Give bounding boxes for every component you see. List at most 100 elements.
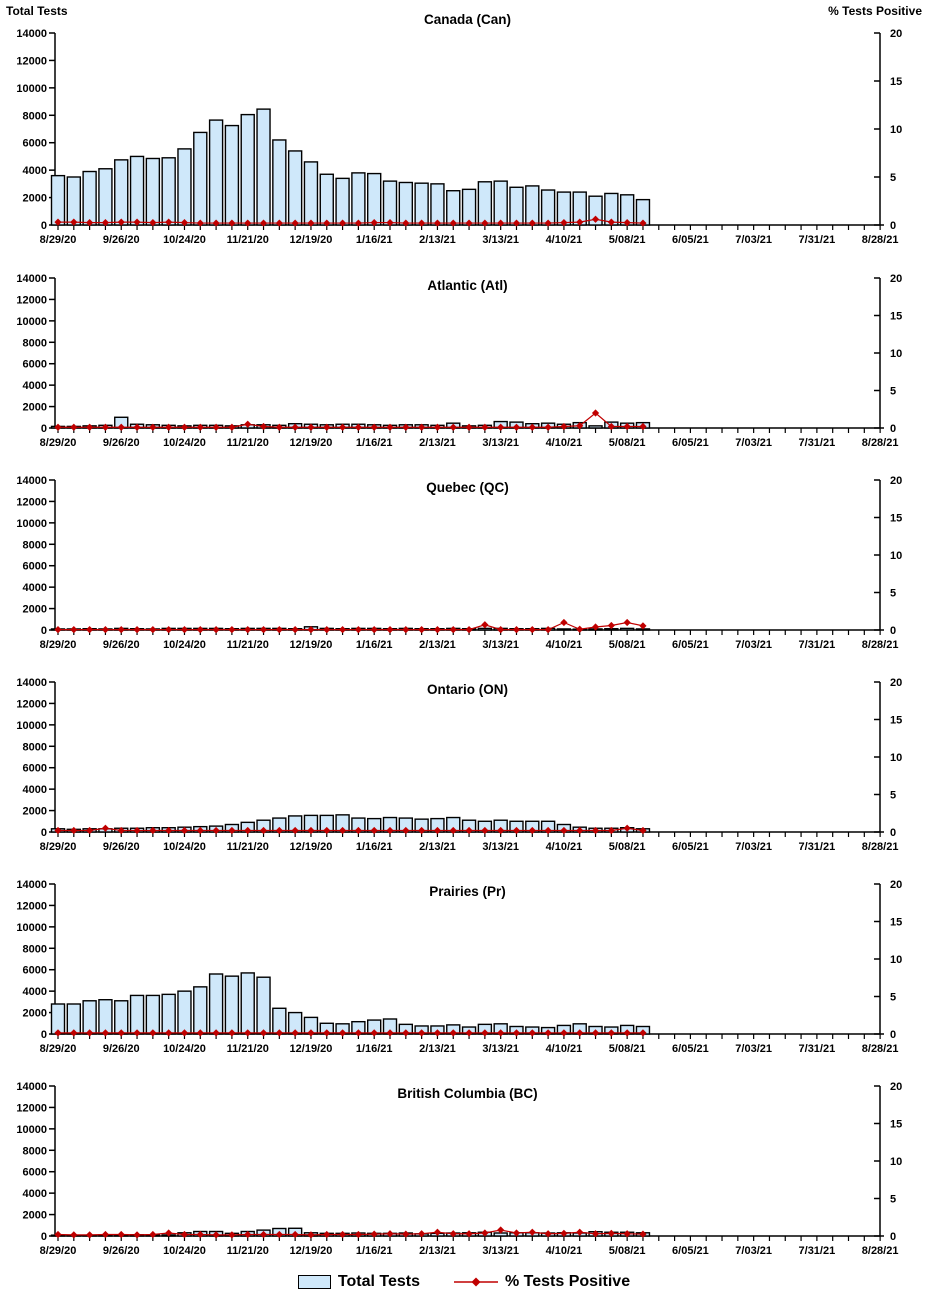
pct-marker <box>512 423 521 431</box>
pct-marker <box>196 826 204 835</box>
pct-marker <box>338 219 347 227</box>
bar <box>525 185 540 226</box>
bar <box>114 1000 129 1035</box>
pct-marker <box>497 626 505 634</box>
pct-marker <box>528 626 536 634</box>
x-tick-label: 7/31/21 <box>799 1043 836 1055</box>
pct-marker <box>101 423 110 431</box>
x-tick-label: 12/19/20 <box>290 639 333 651</box>
right-tick-label: 5 <box>890 386 896 398</box>
pct-marker <box>86 626 94 634</box>
x-tick-label: 8/29/20 <box>40 437 77 449</box>
right-tick-label: 15 <box>890 1119 902 1131</box>
pct-marker <box>259 826 268 835</box>
pct-marker <box>591 826 600 835</box>
pct-marker <box>544 826 552 835</box>
x-tick-label: 10/24/20 <box>163 639 206 651</box>
left-tick-label: 4000 <box>23 986 47 998</box>
left-tick-label: 14000 <box>16 28 47 40</box>
left-tick-label: 12000 <box>16 294 47 306</box>
x-tick-label: 6/05/21 <box>672 639 709 651</box>
pct-marker <box>133 1231 141 1239</box>
pct-marker <box>101 219 110 227</box>
pct-marker <box>576 826 584 835</box>
left-tick-label: 6000 <box>23 359 47 371</box>
left-tick-label: 10000 <box>16 83 47 95</box>
x-tick-label: 12/19/20 <box>290 841 333 853</box>
x-tick-label: 6/05/21 <box>672 1043 709 1055</box>
pct-marker <box>70 826 78 835</box>
right-tick-label: 20 <box>890 879 902 891</box>
left-tick-label: 2000 <box>23 1210 47 1222</box>
bar <box>287 150 303 226</box>
x-tick-label: 7/31/21 <box>799 234 836 246</box>
left-tick-label: 8000 <box>23 943 47 955</box>
x-tick-label: 11/21/20 <box>227 234 269 246</box>
pct-marker <box>623 824 631 832</box>
bar <box>367 172 382 226</box>
x-tick-label: 8/29/20 <box>40 234 77 246</box>
pct-marker <box>465 423 473 431</box>
x-tick-label: 2/13/21 <box>419 639 456 651</box>
x-tick-label: 1/16/21 <box>356 639 393 651</box>
pct-marker <box>117 423 125 431</box>
left-tick-label: 2000 <box>23 1008 47 1020</box>
line-pct-positive <box>54 618 647 634</box>
pct-marker <box>70 423 78 431</box>
pct-marker <box>133 423 141 431</box>
x-tick-label: 5/08/21 <box>609 437 646 449</box>
pct-marker <box>86 1231 94 1239</box>
left-tick-label: 4000 <box>23 380 47 392</box>
left-tick-label: 2000 <box>23 604 47 616</box>
pct-marker <box>117 826 125 835</box>
left-tick-label: 0 <box>41 423 47 435</box>
pct-marker <box>623 219 631 227</box>
right-tick-label: 0 <box>890 1231 896 1243</box>
pct-marker <box>101 626 110 634</box>
pct-marker <box>86 826 94 835</box>
bar <box>619 627 635 631</box>
bar <box>50 174 66 226</box>
pct-marker <box>623 618 631 627</box>
pct-marker <box>402 626 410 634</box>
chart-quebec: Quebec (QC) 0 2000 4000 6000 8000 10000 12000 14… <box>16 475 902 651</box>
pct-marker <box>607 218 615 226</box>
bar <box>208 119 224 226</box>
pct-marker <box>528 423 536 431</box>
chart-title: Atlantic (Atl) <box>427 278 507 293</box>
right-tick-label: 0 <box>890 423 896 435</box>
bar <box>272 139 287 226</box>
bar <box>98 168 113 226</box>
pct-marker <box>307 219 315 227</box>
pct-marker <box>449 626 457 634</box>
right-tick-label: 10 <box>890 550 902 562</box>
x-tick-label: 7/31/21 <box>799 1245 836 1257</box>
pct-marker <box>623 422 631 431</box>
x-tick-label: 3/13/21 <box>482 437 519 449</box>
pct-marker <box>418 626 426 634</box>
pct-marker <box>544 626 552 634</box>
x-tick-label: 12/19/20 <box>290 1043 333 1055</box>
pct-marker <box>323 423 331 431</box>
x-tick-label: 7/03/21 <box>735 1245 772 1257</box>
chart-title: Prairies (Pr) <box>429 884 506 899</box>
legend-bar-label: Total Tests <box>337 1272 420 1290</box>
pct-marker <box>323 826 331 835</box>
bar <box>177 148 192 226</box>
pct-marker <box>433 826 442 835</box>
pct-marker <box>639 422 647 431</box>
right-tick-label: 20 <box>890 1081 902 1093</box>
pct-marker <box>465 219 473 227</box>
pct-marker <box>418 826 426 835</box>
legend-line-swatch <box>454 1277 498 1286</box>
x-tick-label: 2/13/21 <box>419 234 456 246</box>
bar <box>351 172 366 226</box>
x-tick-label: 9/26/20 <box>103 1245 140 1257</box>
x-tick-label: 2/13/21 <box>419 437 456 449</box>
right-tick-label: 0 <box>890 827 896 839</box>
pct-marker <box>449 423 457 431</box>
x-tick-label: 9/26/20 <box>103 841 140 853</box>
x-tick-label: 2/13/21 <box>419 841 456 853</box>
left-tick-label: 14000 <box>16 879 47 891</box>
x-tick-label: 12/19/20 <box>290 234 333 246</box>
